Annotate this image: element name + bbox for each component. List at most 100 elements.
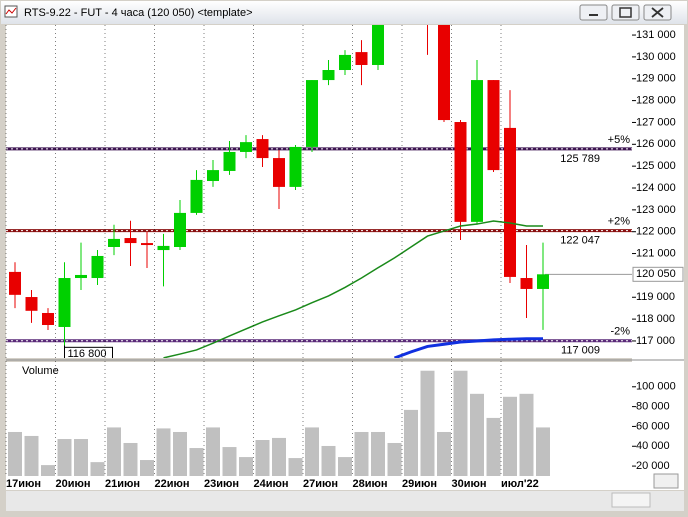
title-bar — [1, 1, 687, 24]
price-plot: 116 800 — [6, 25, 632, 360]
candle-body — [256, 139, 269, 159]
candle-body — [91, 255, 104, 279]
scrollbar[interactable] — [6, 491, 684, 511]
y-tick-label: 117 000 — [636, 335, 675, 347]
window-icon-line — [5, 7, 17, 15]
y-tick-label: 124 000 — [636, 182, 676, 194]
volume-bar — [470, 393, 484, 476]
volume-bar — [140, 460, 154, 476]
close-icon — [651, 7, 664, 18]
volume-bar — [123, 442, 138, 476]
volume-bar — [387, 442, 402, 476]
candle-body — [339, 54, 351, 71]
volume-tick-label: 40 000 — [636, 440, 670, 452]
current-price-box — [632, 266, 684, 282]
candle-body — [42, 312, 54, 326]
volume-bar — [8, 431, 22, 476]
moving-average — [393, 337, 543, 358]
candle-body — [240, 142, 252, 152]
candle-body — [141, 243, 153, 246]
candle-body — [223, 151, 236, 171]
candle-body — [9, 271, 21, 295]
y-tick-label: 125 000 — [636, 160, 676, 172]
candle-body — [454, 122, 467, 222]
volume-bar — [288, 458, 303, 476]
volume-tick-label: 100 000 — [636, 381, 676, 393]
candle-body — [438, 25, 450, 121]
candle-body — [471, 80, 483, 222]
level-pct: -2% — [610, 326, 630, 338]
window-buttons — [579, 4, 672, 21]
x-tick-label: 17июн — [6, 478, 41, 490]
candle-body — [190, 179, 203, 213]
candle-body — [207, 170, 219, 182]
candle-body — [58, 278, 71, 327]
price-panel — [6, 25, 632, 358]
volume-bar — [321, 445, 336, 476]
candle-body — [306, 80, 318, 147]
candle-body — [75, 274, 87, 279]
volume-bar — [173, 431, 187, 476]
volume-title: Volume — [22, 365, 59, 377]
volume-tick-label: 20 000 — [636, 460, 670, 472]
date-panel — [6, 476, 684, 490]
minimize-button[interactable] — [579, 4, 608, 21]
volume-bar — [90, 462, 105, 476]
current-price-label: 120 050 — [636, 268, 676, 280]
candle-body — [174, 212, 186, 247]
scroll-thumb[interactable] — [611, 492, 651, 508]
level-label: 122 047 — [560, 235, 600, 247]
candle-body — [25, 297, 38, 311]
window-title: RTS-9.22 - FUT - 4 часа (120 050) <templ… — [24, 7, 253, 19]
x-tick-label: 23июн — [204, 478, 239, 490]
x-tick-label: 29июн — [402, 478, 437, 490]
candle-body — [504, 127, 516, 277]
volume-bar — [156, 428, 171, 476]
y-tick-label: 129 000 — [636, 73, 676, 85]
volume-bar — [107, 427, 121, 476]
volume-bar — [519, 393, 534, 476]
y-tick-label: 127 000 — [636, 116, 676, 128]
volume-bar — [24, 435, 39, 476]
volume-bar — [420, 370, 435, 476]
volume-bar — [206, 427, 220, 476]
candle-body — [289, 146, 302, 187]
x-tick-label: 20июн — [56, 478, 91, 490]
zoom-button[interactable] — [653, 473, 679, 489]
y-tick-label: 131 000 — [636, 29, 676, 41]
volume-bar — [338, 457, 352, 476]
maximize-button[interactable] — [611, 4, 640, 21]
volume-bar — [371, 431, 385, 476]
level-label: 125 789 — [560, 153, 600, 165]
x-tick-label: 22июн — [155, 478, 190, 490]
volume-bar — [536, 427, 550, 476]
x-tick-label: 27июн — [303, 478, 338, 490]
candle-body — [273, 158, 285, 187]
x-tick-label: 21июн — [105, 478, 140, 490]
candle-body — [355, 52, 368, 65]
volume-bar — [255, 440, 270, 476]
volume-bar — [189, 448, 204, 476]
y-tick-label: 130 000 — [636, 51, 676, 63]
candle-body — [372, 25, 384, 65]
x-tick-label: 24июн — [254, 478, 289, 490]
y-tick-label: 119 000 — [636, 291, 675, 303]
volume-bar — [453, 370, 468, 476]
low-marker-label: 116 800 — [68, 348, 107, 360]
y-tick-label: 123 000 — [636, 204, 676, 216]
x-tick-label: июл'22 — [501, 478, 539, 490]
volume-bar — [437, 431, 451, 476]
candle-body — [322, 70, 335, 81]
candle-body — [537, 274, 549, 289]
volume-bar — [305, 427, 319, 476]
volume-bar — [354, 431, 369, 476]
volume-tick-label: 60 000 — [636, 420, 670, 432]
volume-bar — [74, 439, 88, 476]
x-tick-label: 30июн — [452, 478, 487, 490]
candle-body — [108, 238, 120, 247]
volume-tick-label: 80 000 — [636, 401, 670, 413]
x-tick-label: 28июн — [353, 478, 388, 490]
volume-bar — [486, 417, 501, 476]
